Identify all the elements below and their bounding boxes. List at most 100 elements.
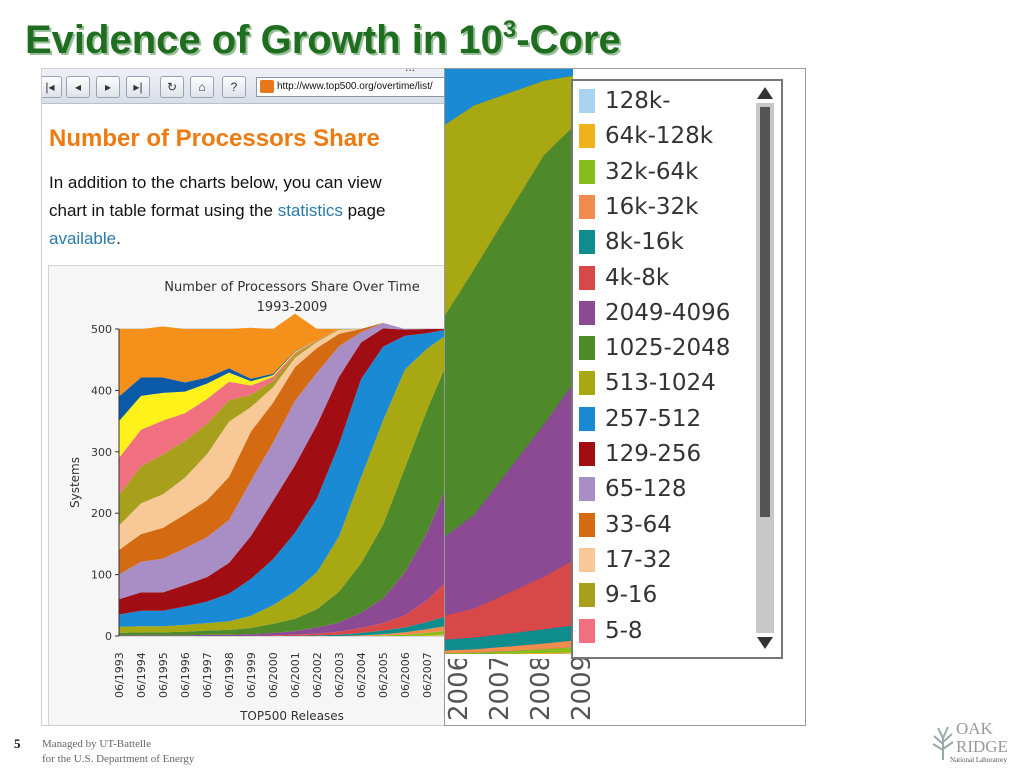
y-tick-label: 200 — [91, 507, 112, 520]
scroll-down-icon[interactable] — [757, 637, 773, 649]
page-number: 5 — [14, 736, 21, 751]
zoom-x-tick-label: 2008 — [526, 659, 556, 721]
area-series-4k-8k — [445, 560, 573, 640]
processors-share-chart: Number of Processors Share Over Time 1993… — [68, 280, 456, 723]
scroll-thumb[interactable] — [760, 107, 770, 517]
area-series-513-1024 — [119, 333, 449, 633]
legend-swatch — [579, 406, 595, 431]
x-tick-label: 06/1993 — [113, 652, 126, 698]
area-series-128k- — [445, 653, 573, 654]
forward-last-icon[interactable]: ▸| — [126, 76, 150, 98]
x-tick-label: 06/1995 — [157, 652, 170, 698]
area-series-64k-128k — [445, 651, 573, 654]
area-series-1 — [119, 313, 449, 397]
legend-swatch — [579, 336, 595, 361]
chart-legend: 128k- 64k-128k 32k-64k 16k-32k 8k-16k 4k-8k 20… — [571, 79, 783, 659]
zoomed-area-chart — [445, 69, 573, 654]
zoom-x-tick-label: 2006 — [445, 659, 474, 721]
legend-label: 128k- — [605, 88, 671, 114]
zoom-x-tick-label: 2007 — [485, 659, 515, 721]
ellipsis: ... — [405, 60, 416, 74]
legend-label: 129-256 — [605, 441, 702, 467]
y-tick-label: 0 — [105, 630, 112, 643]
refresh-icon[interactable]: ↻ — [160, 76, 184, 98]
x-tick-label: 06/2000 — [267, 652, 280, 698]
x-axis-label: TOP500 Releases — [239, 709, 344, 723]
y-tick-label: 400 — [91, 384, 112, 397]
legend-label: 16k-32k — [605, 193, 699, 220]
x-tick-label: 06/2004 — [355, 652, 368, 698]
x-tick-label: 06/1999 — [245, 652, 258, 698]
legend-label: 64k-128k — [605, 123, 714, 150]
y-tick-label: 300 — [91, 446, 112, 459]
area-series-1025-2048 — [445, 126, 573, 537]
url-text: http://www.top500.org/overtime/list/ — [277, 81, 433, 92]
x-tick-label: 06/2005 — [377, 652, 390, 698]
footer-text: Managed by UT-Battelle for the U.S. Depa… — [42, 738, 195, 765]
legend-scrollbar[interactable] — [755, 85, 775, 651]
x-tick-label: 06/1994 — [135, 652, 148, 698]
scroll-up-icon[interactable] — [757, 87, 773, 99]
zoom-x-tick-label: 2009 — [567, 659, 590, 721]
help-icon[interactable]: ? — [222, 76, 246, 98]
y-axis-label: Systems — [68, 457, 82, 508]
area-series-1025-2048 — [119, 357, 449, 636]
x-tick-label: 06/1998 — [223, 652, 236, 698]
legend-label: 513-1024 — [605, 370, 716, 397]
available-link[interactable]: available — [49, 229, 117, 248]
forward-icon[interactable]: ▸ — [96, 76, 120, 98]
x-tick-label: 06/2002 — [311, 652, 324, 698]
page-heading: Number of Processors Share — [49, 125, 380, 152]
tree-logo-icon — [932, 726, 954, 760]
legend-label: 2049-4096 — [605, 299, 731, 326]
area-series-2049-4096 — [445, 383, 573, 616]
x-tick-label: 06/1997 — [201, 652, 214, 698]
zoom-overlay: 2006 2007 2008 2009 128k- 64k-128k 32k-64k 16k… — [444, 68, 806, 726]
area-series-32k-64k — [445, 647, 573, 654]
site-favicon-icon — [260, 80, 274, 93]
area-series-16k-32k — [445, 640, 573, 654]
legend-label: 9-16 — [605, 582, 658, 609]
legend-label: 4k-8k — [605, 264, 670, 291]
legend-label: 5-8 — [605, 617, 643, 644]
legend-swatch — [579, 300, 595, 325]
chart-title: Number of Processors Share Over Time — [164, 280, 419, 295]
home-icon[interactable]: ⌂ — [190, 76, 214, 98]
legend-label: 1025-2048 — [605, 335, 731, 362]
back-first-icon[interactable]: |◂ — [42, 76, 62, 98]
zoomed-x-axis: 2006 2007 2008 2009 — [445, 659, 590, 721]
back-icon[interactable]: ◂ — [66, 76, 90, 98]
intro-paragraph: In addition to the charts below, you can… — [49, 173, 386, 248]
y-tick-label: 100 — [91, 569, 112, 582]
legend-swatch — [579, 194, 595, 219]
area-series-8k-16k — [445, 625, 573, 651]
legend-swatch — [579, 230, 595, 255]
legend-swatch — [579, 512, 595, 537]
y-tick-label: 500 — [91, 323, 112, 336]
ornl-logo: OAK RIDGE National Laboratory — [928, 718, 1018, 766]
area-series-257-512 — [445, 69, 573, 125]
area-series-65-128 — [119, 322, 449, 600]
address-bar[interactable]: http://www.top500.org/overtime/list/ — [256, 77, 478, 97]
legend-label: 8k-16k — [605, 229, 684, 256]
x-tick-label: 06/1996 — [179, 652, 192, 698]
legend-swatch — [579, 124, 595, 149]
area-series-33-64 — [119, 322, 449, 575]
area-series-32k-64k — [119, 630, 449, 636]
legend-label: 32k-64k — [605, 158, 699, 185]
main-chart-panel: Number of Processors Share Over Time 1993… — [48, 265, 456, 725]
x-tick-label: 06/2003 — [333, 652, 346, 698]
x-tick-label: 06/2006 — [399, 652, 412, 698]
area-series-257-512 — [119, 329, 449, 627]
legend-swatch — [579, 442, 595, 466]
statistics-link[interactable]: statistics — [277, 201, 343, 220]
legend-label: 257-512 — [605, 405, 702, 432]
legend-swatch — [579, 583, 595, 608]
legend-label: 33-64 — [605, 511, 672, 538]
legend-swatch — [579, 547, 595, 572]
slide-title: Evidence of Growth in 103-Core — [25, 16, 621, 62]
legend-swatch — [579, 477, 595, 502]
legend-swatch — [579, 89, 595, 113]
legend-swatch — [579, 159, 595, 184]
area-series-513-1024 — [445, 75, 573, 316]
